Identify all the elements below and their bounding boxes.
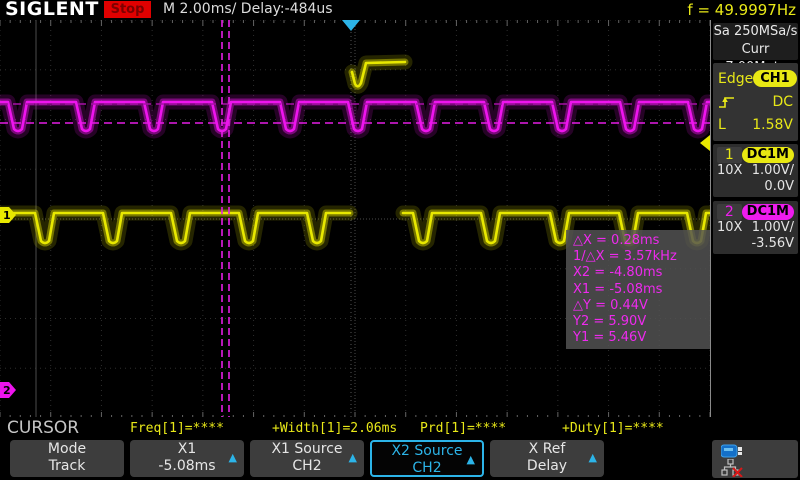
softkey-x2-source[interactable]: X2 Source CH2 ▲: [370, 440, 484, 477]
measure-period: Prd[1]=****: [420, 421, 507, 436]
channel2-offset: -3.56V: [751, 236, 794, 251]
channel1-offset: 0.0V: [764, 179, 794, 194]
softkey-x1[interactable]: X1 -5.08ms ▲: [130, 440, 244, 477]
acquisition-info-box: Sa 250MSa/s Curr 7.00Mpts: [713, 23, 798, 75]
sample-rate: Sa 250MSa/s: [713, 24, 798, 39]
measure-pwidth: +Width[1]=2.06ms: [272, 421, 398, 436]
measurement-strip: CURSOR Freq[1]=**** +Width[1]=2.06ms Prd…: [0, 417, 800, 438]
measure-freq: Freq[1]=****: [130, 421, 224, 436]
cursor-readout-panel: △X = 0.28ms 1/△X = 3.57kHz X2 = -4.80ms …: [566, 230, 710, 349]
up-arrow-icon: ▲: [588, 451, 597, 464]
status-icon-box: [712, 440, 798, 478]
softkey-menu: Mode Track X1 -5.08ms ▲ X1 Source CH2 ▲ …: [0, 438, 800, 480]
up-arrow-icon: ▲: [348, 451, 357, 464]
up-arrow-icon: ▲: [228, 451, 237, 464]
channel2-scale: 1.00V/: [751, 220, 794, 235]
cursor-readout-line: △X = 0.28ms: [573, 233, 660, 248]
channel1-scale: 1.00V/: [751, 163, 794, 178]
rising-edge-icon: [719, 96, 734, 108]
siglent-logo: SIGLENT: [5, 0, 99, 20]
trigger-source-badge: CH1: [753, 70, 797, 87]
cursor-readout-line: Y1 = 5.46V: [573, 330, 647, 346]
cursor-readout-line: X2 = -4.80ms: [573, 265, 663, 281]
trigger-level-value: 1.58V: [752, 116, 793, 133]
run-stop-badge[interactable]: Stop: [104, 1, 151, 18]
cursor-readout-line: 1/△X = 3.57kHz: [573, 249, 677, 265]
channel2-number: 2: [717, 203, 742, 220]
frequency-counter: f = 49.9997Hz: [687, 1, 796, 19]
cursor-readout-line: △Y = 0.44V: [573, 297, 648, 313]
softkey-x1-source[interactable]: X1 Source CH2 ▲: [250, 440, 364, 477]
trigger-coupling: DC: [772, 93, 793, 110]
cursor-readout-line: Y2 = 5.90V: [573, 314, 647, 330]
channel1-coupling-badge: DC1M: [741, 146, 794, 163]
channel2-probe: 10X: [717, 220, 743, 235]
measure-duty: +Duty[1]=****: [562, 421, 664, 436]
status-sidebar: Sa 250MSa/s Curr 7.00Mpts Edge CH1 DC L …: [710, 20, 800, 437]
cursor-readout-line: X1 = -5.08ms: [573, 281, 663, 297]
channel1-info-box[interactable]: 1 DC1M 10X 1.00V/ 0.0V: [713, 144, 798, 197]
svg-text:1: 1: [3, 209, 11, 222]
trigger-type: Edge: [718, 70, 754, 87]
channel2-coupling-badge: DC1M: [741, 203, 794, 220]
channel1-number: 1: [717, 146, 742, 163]
svg-text:2: 2: [3, 384, 11, 397]
lan-disconnected-icon: [721, 459, 743, 477]
softkey-x-ref[interactable]: X Ref Delay ▲: [490, 440, 604, 477]
channel1-probe: 10X: [717, 163, 743, 178]
channel2-info-box[interactable]: 2 DC1M 10X 1.00V/ -3.56V: [713, 201, 798, 254]
up-arrow-icon: ▲: [466, 453, 475, 466]
usb-icon: [721, 444, 742, 458]
trigger-info-box[interactable]: Edge CH1 DC L 1.58V: [713, 63, 798, 141]
trigger-level-label: L: [718, 116, 726, 133]
menu-title: CURSOR: [7, 418, 80, 438]
softkey-mode[interactable]: Mode Track: [10, 440, 124, 477]
timebase-readout: M 2.00ms/ Delay:-484us: [163, 1, 333, 17]
top-bar: SIGLENT Stop M 2.00ms/ Delay:-484us f = …: [0, 0, 800, 20]
